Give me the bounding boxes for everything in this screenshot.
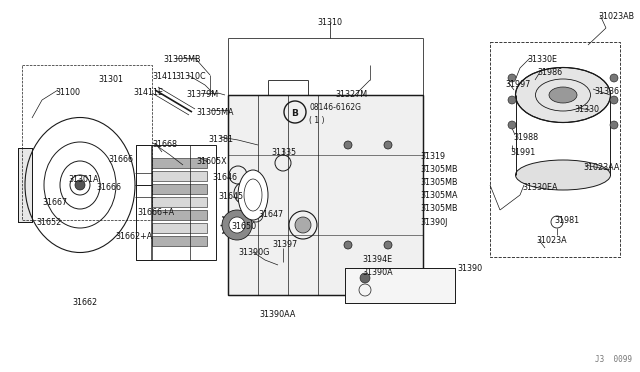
Text: 31650: 31650 — [231, 222, 256, 231]
Ellipse shape — [361, 286, 375, 294]
Circle shape — [384, 241, 392, 249]
Circle shape — [508, 121, 516, 129]
Circle shape — [295, 217, 311, 233]
Text: 31666+A: 31666+A — [137, 208, 174, 217]
Bar — [136, 145, 151, 260]
Bar — [152, 171, 207, 181]
Circle shape — [610, 96, 618, 104]
Bar — [228, 95, 423, 295]
Bar — [152, 158, 207, 168]
Text: 31330E: 31330E — [527, 55, 557, 64]
Circle shape — [384, 141, 392, 149]
Circle shape — [344, 241, 352, 249]
Bar — [490, 42, 620, 257]
Text: 31100: 31100 — [55, 88, 80, 97]
Text: 31301A: 31301A — [68, 175, 99, 184]
Bar — [152, 223, 207, 233]
Text: 31981: 31981 — [554, 216, 579, 225]
Text: 31394E: 31394E — [362, 255, 392, 264]
Text: 31411E: 31411E — [133, 88, 163, 97]
Text: 31668: 31668 — [152, 140, 177, 149]
Text: 31379M: 31379M — [186, 90, 218, 99]
Circle shape — [508, 74, 516, 82]
Bar — [152, 184, 207, 194]
Text: 31310: 31310 — [317, 18, 342, 27]
Text: 31381: 31381 — [208, 135, 233, 144]
Text: B: B — [292, 109, 298, 118]
Bar — [136, 145, 216, 260]
Text: 31988: 31988 — [513, 133, 538, 142]
Text: 31335: 31335 — [271, 148, 296, 157]
Text: 31390: 31390 — [457, 264, 482, 273]
Text: 31390AA: 31390AA — [260, 310, 296, 319]
Bar — [152, 210, 207, 220]
Text: 31336: 31336 — [594, 87, 619, 96]
Circle shape — [75, 180, 85, 190]
Text: 31305MB: 31305MB — [163, 55, 200, 64]
Circle shape — [222, 210, 252, 240]
Circle shape — [360, 273, 370, 283]
Text: 31647: 31647 — [258, 210, 283, 219]
Ellipse shape — [515, 67, 611, 122]
Bar — [345, 268, 455, 303]
Text: 31310C: 31310C — [175, 72, 205, 81]
Text: 31330EA: 31330EA — [522, 183, 557, 192]
Text: 31646: 31646 — [212, 173, 237, 182]
Text: 31305MB: 31305MB — [420, 165, 458, 174]
Text: 31023A: 31023A — [536, 236, 566, 245]
Text: 31390G: 31390G — [238, 248, 269, 257]
Text: 31397: 31397 — [272, 240, 297, 249]
Bar — [18, 148, 32, 222]
Text: 31330: 31330 — [574, 105, 599, 114]
Circle shape — [344, 141, 352, 149]
Bar — [22, 65, 152, 220]
Bar — [152, 197, 207, 207]
Text: 31390J: 31390J — [420, 218, 447, 227]
Circle shape — [508, 96, 516, 104]
Circle shape — [229, 217, 245, 233]
Bar — [345, 268, 455, 303]
Text: 31305MA: 31305MA — [196, 108, 234, 117]
Text: 31023AA: 31023AA — [583, 163, 620, 172]
Text: J3  0099: J3 0099 — [595, 355, 632, 364]
Bar — [152, 236, 207, 246]
Text: ( 1 ): ( 1 ) — [309, 115, 324, 125]
Text: 31305MB: 31305MB — [420, 204, 458, 213]
Text: 31666: 31666 — [96, 183, 121, 192]
Text: 31666: 31666 — [108, 155, 133, 164]
Bar — [228, 95, 423, 295]
Circle shape — [610, 121, 618, 129]
Text: 31411: 31411 — [152, 72, 177, 81]
Text: 31605X: 31605X — [196, 157, 227, 166]
Text: 31662+A: 31662+A — [115, 232, 152, 241]
Circle shape — [239, 187, 251, 199]
Text: 31305MA: 31305MA — [420, 191, 458, 200]
Text: 31305MB: 31305MB — [420, 178, 458, 187]
Text: 08146-6162G: 08146-6162G — [309, 103, 361, 112]
Text: 31662: 31662 — [72, 298, 97, 307]
Text: 31301: 31301 — [98, 75, 123, 84]
Text: 31023AB: 31023AB — [598, 12, 634, 21]
Text: 31997: 31997 — [505, 80, 531, 89]
Text: 31327M: 31327M — [335, 90, 367, 99]
Circle shape — [610, 74, 618, 82]
Text: 31645: 31645 — [218, 192, 243, 201]
Text: 31319: 31319 — [420, 152, 445, 161]
Text: 31986: 31986 — [537, 68, 562, 77]
Ellipse shape — [549, 87, 577, 103]
Text: 31667: 31667 — [42, 198, 67, 207]
Text: 31991: 31991 — [510, 148, 535, 157]
Bar — [18, 148, 32, 222]
Text: 31390A: 31390A — [362, 268, 392, 277]
Ellipse shape — [238, 170, 268, 220]
Text: 31652: 31652 — [36, 218, 61, 227]
Ellipse shape — [515, 160, 611, 190]
